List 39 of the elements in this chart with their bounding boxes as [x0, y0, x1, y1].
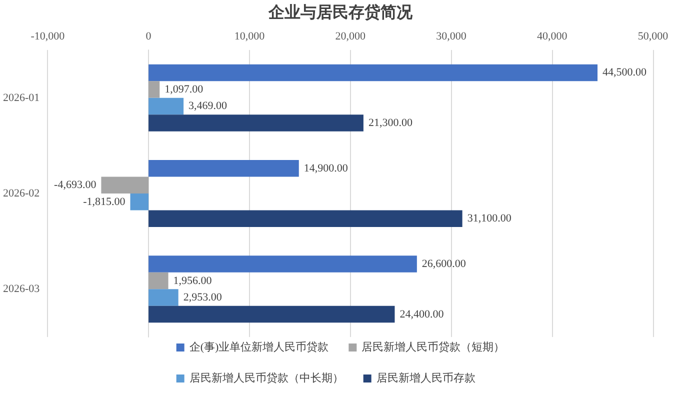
bar	[101, 176, 149, 194]
data-label: 26,600.00	[422, 258, 466, 270]
bar	[148, 160, 299, 177]
x-tick-label: 30,000	[436, 30, 467, 42]
chart-title: 企业与居民存贷简况	[268, 4, 414, 22]
data-label: 24,400.00	[400, 308, 444, 320]
bar	[148, 98, 184, 115]
data-label: 1,956.00	[173, 274, 212, 287]
x-tick-label: 50,000	[638, 30, 669, 42]
data-label: -1,815.00	[83, 196, 126, 208]
bar	[148, 64, 598, 82]
legend-label: 居民新增人民币贷款（短期）	[362, 340, 505, 354]
bar	[148, 114, 364, 132]
y-tick-label: 2026-01	[2, 92, 40, 104]
bar	[148, 289, 178, 306]
bar	[148, 256, 417, 272]
x-tick-label: -10,000	[30, 30, 66, 42]
bar	[130, 194, 149, 210]
x-tick-label: 0	[146, 30, 152, 42]
y-tick-label: 2026-03	[2, 283, 40, 296]
bar	[148, 210, 462, 227]
bar	[148, 306, 395, 323]
legend-label: 企(事)业单位新增人民币贷款	[189, 340, 329, 354]
x-tick-label: 20,000	[335, 30, 366, 42]
data-label: 31,100.00	[467, 212, 512, 225]
data-label: -4,693.00	[54, 179, 97, 192]
data-label: 1,097.00	[164, 83, 204, 96]
bar	[148, 81, 160, 98]
data-label: 3,469.00	[188, 100, 228, 112]
data-label: 44,500.00	[602, 66, 648, 79]
x-tick-label: 10,000	[234, 30, 266, 42]
data-label: 21,300.00	[368, 116, 413, 129]
data-label: 14,900.00	[304, 162, 348, 174]
legend-label: 居民新增人民币贷款（中长期）	[189, 372, 344, 384]
y-tick-label: 2026-02	[2, 188, 40, 200]
legend-label: 居民新增人民币存款	[376, 372, 476, 384]
x-tick-label: 40,000	[536, 30, 568, 42]
data-label: 2,953.00	[183, 292, 222, 304]
bar	[148, 272, 168, 290]
